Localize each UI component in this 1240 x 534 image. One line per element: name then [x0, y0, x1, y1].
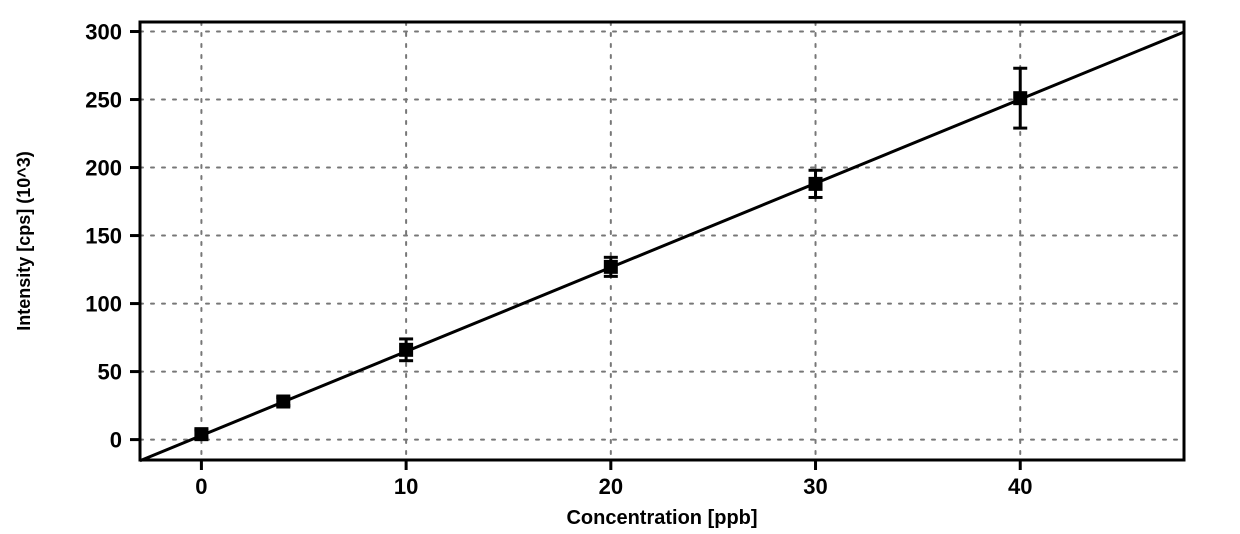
data-marker: [276, 395, 290, 409]
chart-svg: 0 10 20 30 40 0 50 100 150 200 250 300 Concentration…: [0, 0, 1240, 534]
y-tick-label: 0: [110, 428, 122, 453]
y-tick-label: 250: [85, 88, 122, 113]
calibration-chart: 0 10 20 30 40 0 50 100 150 200 250 300 Concentration…: [0, 0, 1240, 534]
data-marker: [399, 343, 413, 357]
x-tick-label: 0: [195, 474, 207, 499]
y-axis-label: Intensity [cps] (10^3): [14, 151, 34, 331]
y-tick-label: 50: [98, 360, 122, 385]
y-tick-label: 100: [85, 292, 122, 317]
x-axis-label: Concentration [ppb]: [566, 507, 757, 529]
data-marker: [1013, 91, 1027, 105]
y-tick-label: 200: [85, 156, 122, 181]
y-tick-label: 150: [85, 224, 122, 249]
y-tick-label: 300: [85, 20, 122, 45]
x-tick-label: 40: [1008, 474, 1032, 499]
data-marker: [604, 260, 618, 274]
data-marker: [194, 427, 208, 441]
x-tick-label: 10: [394, 474, 418, 499]
x-tick-label: 20: [599, 474, 623, 499]
data-marker: [809, 177, 823, 191]
x-tick-label: 30: [803, 474, 827, 499]
